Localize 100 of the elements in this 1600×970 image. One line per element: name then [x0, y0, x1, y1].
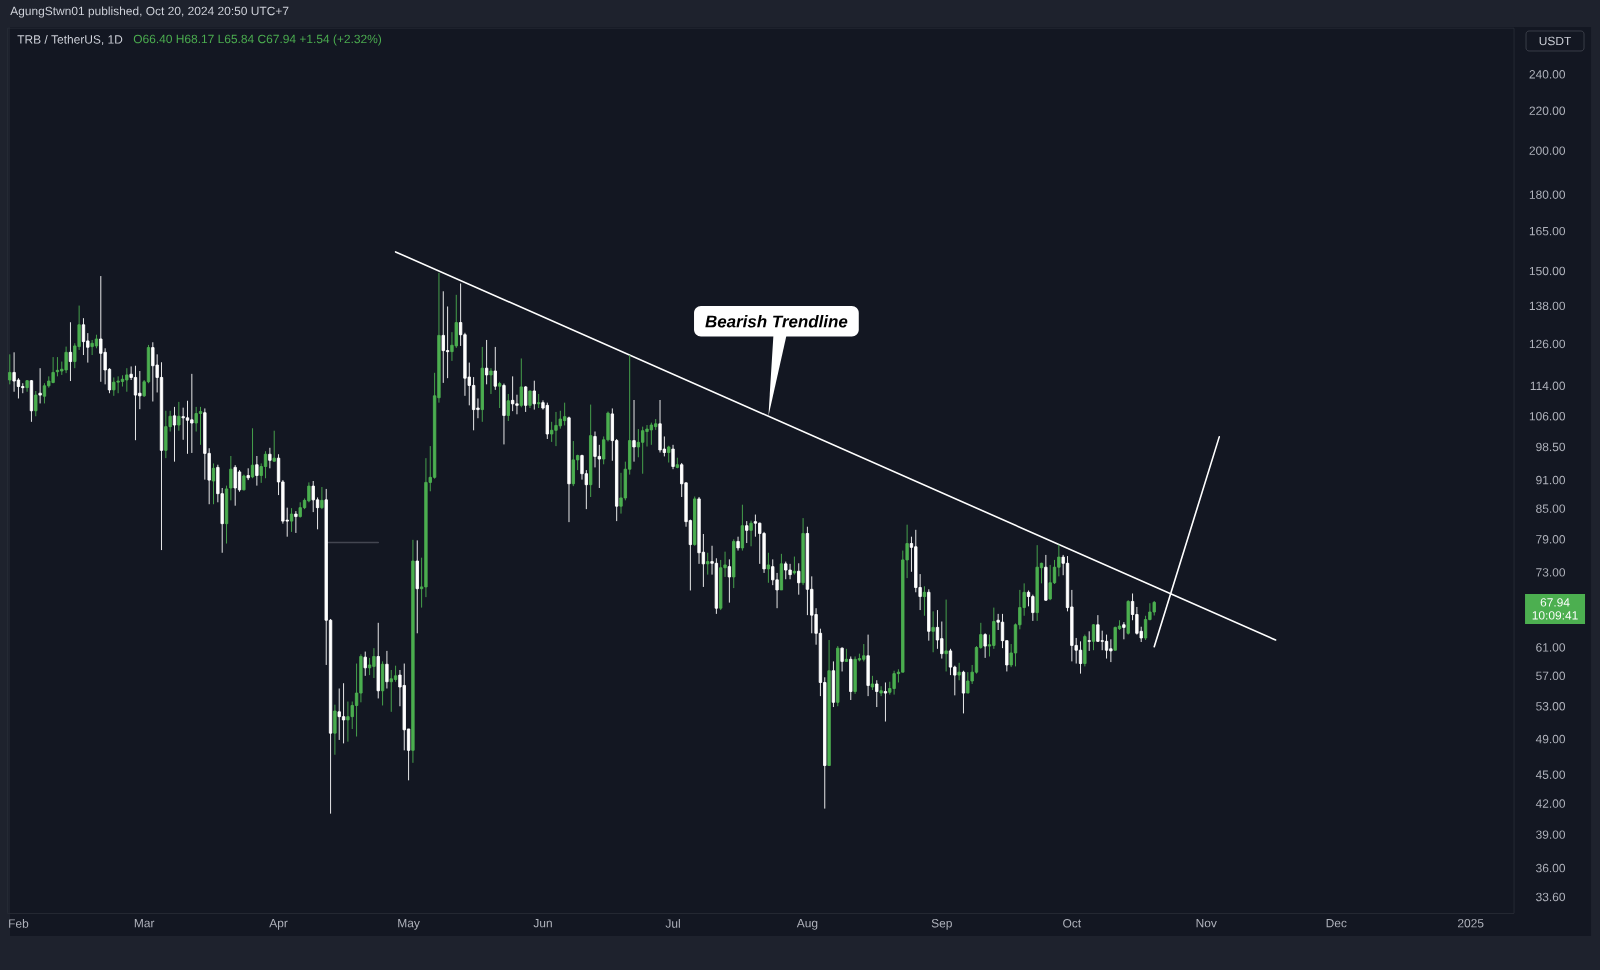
candlestick: [372, 647, 376, 679]
y-tick-label: 85.00: [1536, 504, 1566, 513]
candlestick: [706, 552, 710, 576]
x-tick-label: Nov: [1196, 919, 1217, 928]
y-tick-label: 45.00: [1535, 770, 1566, 779]
candlestick: [983, 632, 987, 659]
candlestick: [536, 393, 541, 409]
x-tick-label: Feb: [9, 919, 29, 928]
candlestick: [801, 517, 805, 586]
candlestick: [489, 367, 493, 395]
candlestick: [385, 650, 389, 689]
y-tick-label: 114.00: [1530, 381, 1566, 391]
candlestick: [441, 290, 445, 384]
candlestick: [68, 321, 73, 382]
candlestick: [34, 390, 38, 417]
candlestick: [957, 662, 961, 681]
candlestick: [341, 682, 346, 744]
candlestick: [749, 520, 753, 547]
y-tick-label: 165.00: [1529, 226, 1566, 236]
candlestick: [289, 507, 294, 533]
candlestick: [1044, 554, 1048, 602]
candlestick: [493, 346, 497, 391]
candlestick: [1048, 564, 1052, 601]
candlestick: [164, 410, 168, 459]
candlestick: [1035, 544, 1039, 622]
y-tick-label: 42.00: [1535, 799, 1566, 808]
y-tick-label: 180.00: [1529, 190, 1566, 199]
x-tick-label: Jul: [665, 919, 680, 928]
candlestick: [298, 501, 302, 519]
candlestick: [320, 486, 324, 510]
candlestick: [766, 552, 771, 584]
candlestick: [892, 670, 896, 696]
candlestick: [1109, 638, 1113, 663]
candlestick: [649, 422, 654, 446]
candlestick: [55, 356, 60, 377]
y-tick-label: 126.00: [1529, 339, 1566, 349]
candlestick: [732, 538, 736, 589]
candlestick: [944, 599, 948, 672]
candlestick: [151, 341, 155, 402]
candlestick: [480, 346, 484, 423]
candlestick: [589, 404, 593, 498]
x-tick-label: Jun: [533, 919, 552, 928]
candlestick: [632, 399, 636, 463]
candlestick: [1104, 634, 1109, 660]
x-tick-label: Oct: [1063, 919, 1082, 928]
candlestick: [112, 377, 116, 397]
candlestick: [1031, 594, 1035, 622]
candlestick: [693, 496, 697, 547]
y-tick-label: 36.00: [1536, 863, 1566, 873]
x-tick-label: Sep: [931, 919, 952, 930]
candlestick: [727, 558, 732, 604]
candlestick: [745, 520, 749, 544]
candlestick: [294, 510, 298, 534]
annotation: Bearish Trendline: [705, 315, 848, 328]
chart-subtitle: O66.40 H68.17 L65.84 C67.94 +1.54 (+2.32%): [133, 34, 382, 46]
candlestick: [497, 381, 502, 409]
candlestick: [25, 379, 29, 393]
chart-title: TRB / TetherUS, 1D: [17, 34, 123, 46]
x-tick-label: Mar: [134, 919, 155, 928]
candlestick: [99, 275, 103, 383]
candlestick: [376, 622, 380, 699]
y-tick-label: 150.00: [1529, 266, 1566, 276]
candlestick: [484, 339, 489, 385]
candlestick: [250, 427, 255, 479]
candlestick: [246, 467, 250, 481]
candlestick: [675, 457, 680, 469]
y-tick-label: 98.50: [1536, 442, 1566, 452]
candlestick: [125, 367, 129, 393]
y-tick-label: 49.00: [1535, 734, 1566, 744]
candlestick: [1083, 634, 1087, 667]
candlestick: [961, 670, 966, 714]
candlestick: [242, 474, 246, 491]
text: 67.94: [1540, 598, 1570, 607]
candlestick: [38, 367, 42, 404]
x-tick-label: 2025: [1457, 919, 1484, 928]
candlestick: [255, 455, 259, 487]
candlestick: [567, 416, 571, 523]
x-tick-label: Dec: [1326, 919, 1347, 928]
y-tick-label: 61.00: [1536, 643, 1566, 652]
candlestick: [519, 358, 523, 408]
y-tick-label: 53.00: [1536, 702, 1566, 711]
y-tick-label: 240.00: [1529, 70, 1566, 79]
candlestick: [667, 445, 671, 463]
candlestick: [268, 447, 272, 469]
candlestick: [784, 561, 788, 580]
y-tick-label: 138.00: [1529, 301, 1566, 311]
candlestick: [827, 639, 831, 766]
candlestick: [211, 462, 216, 505]
y-tick-label: 73.00: [1536, 568, 1566, 577]
text: 10:09:41: [1532, 611, 1578, 620]
candlestick: [133, 365, 138, 441]
candlestick: [190, 373, 194, 454]
candlestick: [1078, 640, 1083, 675]
candlestick: [836, 645, 840, 707]
candlestick: [658, 399, 662, 453]
candlestick: [64, 346, 68, 374]
candlestick: [272, 430, 276, 463]
y-tick-label: 57.00: [1536, 671, 1566, 681]
candlestick: [1087, 630, 1091, 652]
candlestick: [883, 682, 888, 722]
